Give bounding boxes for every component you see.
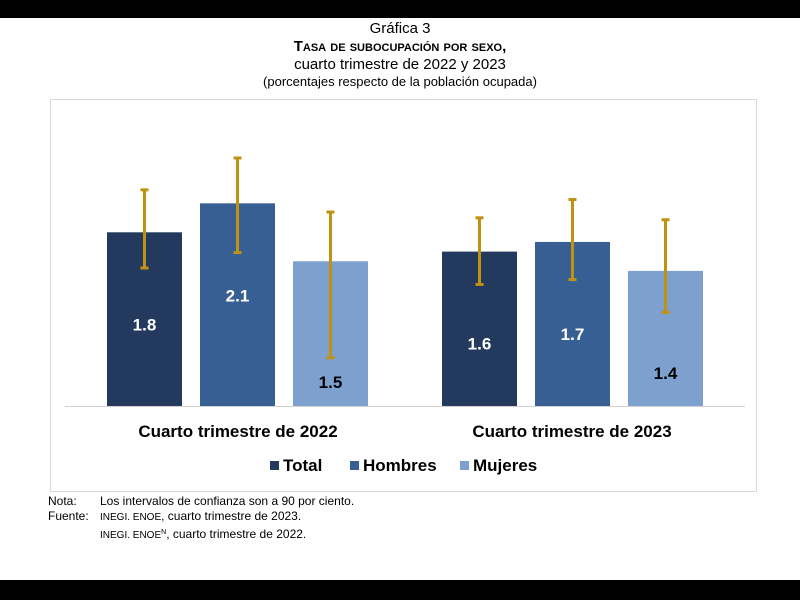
data-label: 1.7 [561, 325, 585, 344]
source-row: INEGI. ENOEN, cuarto trimestre de 2022. [48, 525, 354, 543]
data-label: 1.4 [654, 364, 678, 383]
legend-label-total: Total [283, 456, 322, 475]
legend-swatch-mujeres [460, 461, 469, 470]
data-label: 1.8 [133, 315, 157, 334]
source-text-2023: INEGI. ENOE, cuarto trimestre de 2023. [100, 509, 302, 523]
chart-header: Gráfica 3 Tasa de subocupación por sexo,… [0, 20, 800, 90]
error-bar [475, 216, 484, 286]
figure-label: Gráfica 3 [369, 20, 431, 37]
legend-swatch-hombres [350, 461, 359, 470]
bottom-black-band [0, 580, 800, 600]
top-black-band [0, 0, 800, 18]
note-text: Los intervalos de confianza son a 90 por… [100, 494, 355, 508]
note-label: Nota: [48, 494, 77, 508]
category-label: Cuarto trimestre de 2023 [472, 422, 671, 441]
chart-subtitle: cuarto trimestre de 2022 y 2023 [294, 56, 506, 73]
data-label: 1.5 [319, 373, 343, 392]
chart-units: (porcentajes respecto de la población oc… [263, 74, 537, 89]
data-label: 2.1 [226, 286, 250, 305]
legend-swatch-total [270, 461, 279, 470]
chart-frame [50, 99, 757, 492]
source-row: Fuente: INEGI. ENOE, cuarto trimestre de… [48, 509, 354, 525]
error-bar [140, 188, 149, 270]
data-label: 1.6 [468, 335, 492, 354]
error-bar [326, 210, 335, 360]
error-bar [661, 218, 670, 314]
legend: Total Hombres Mujeres [270, 456, 537, 475]
error-bar [233, 156, 242, 255]
legend-label-mujeres: Mujeres [473, 456, 537, 475]
category-label: Cuarto trimestre de 2022 [138, 422, 337, 441]
chart-title: Tasa de subocupación por sexo, [293, 38, 507, 55]
error-bar [568, 197, 577, 282]
chart-notes: Nota: Los intervalos de confianza son a … [48, 494, 354, 543]
legend-label-hombres: Hombres [363, 456, 437, 475]
note-row: Nota: Los intervalos de confianza son a … [48, 494, 354, 509]
source-label: Fuente: [48, 509, 89, 523]
source-text-2022: INEGI. ENOEN, cuarto trimestre de 2022. [100, 527, 307, 541]
